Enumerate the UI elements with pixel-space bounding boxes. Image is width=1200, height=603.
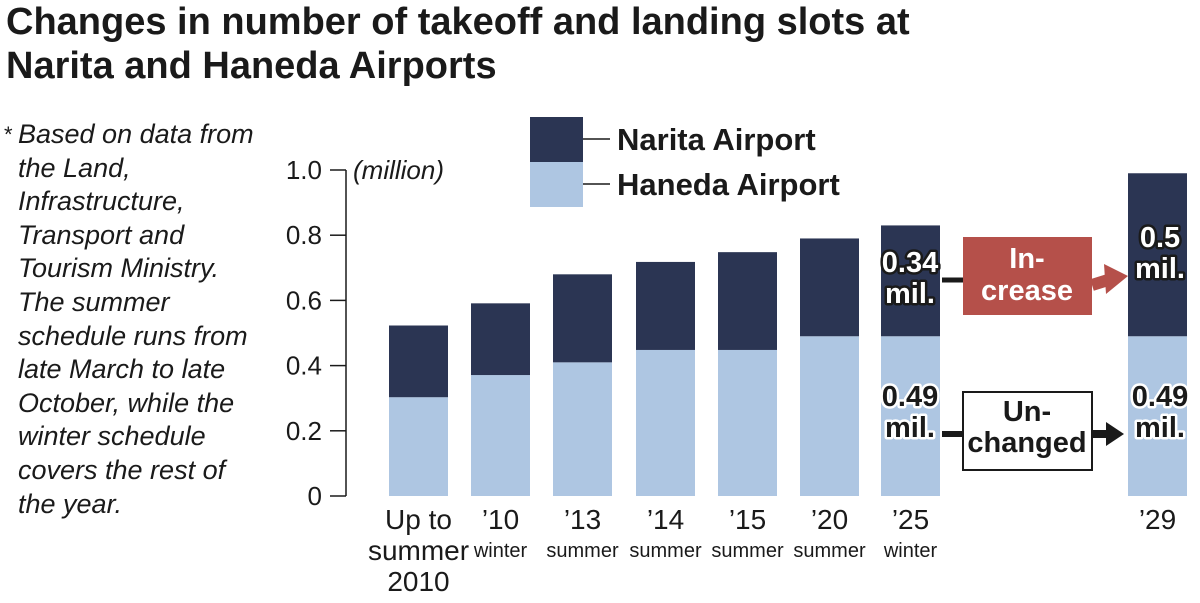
legend-swatch-narita (530, 117, 583, 162)
source-note: * Based on data from the Land, Infrastru… (4, 118, 266, 521)
legend-label-narita: Narita Airport (617, 122, 816, 157)
bar-haneda (800, 336, 859, 496)
y-tick-label: 0 (308, 481, 322, 511)
y-unit-label: (million) (353, 155, 444, 185)
narita-2025-value-label: mil. (885, 278, 935, 310)
increase-label: In- (1009, 243, 1044, 275)
y-tick-label: 0.8 (286, 220, 322, 250)
unchanged-label: changed (967, 427, 1086, 459)
x-tick-label: winter (883, 540, 938, 562)
x-tick-label: ’25 (892, 504, 929, 535)
bar-narita (1128, 173, 1187, 337)
x-tick-label: winter (473, 540, 528, 562)
bar-haneda (881, 336, 940, 496)
haneda-2029-value-label: mil. (1135, 412, 1185, 444)
narita-2025-value-label: 0.34 (882, 247, 938, 279)
bar-narita (553, 274, 612, 363)
y-tick-label: 0.6 (286, 285, 322, 315)
narita-2029-value-label: mil. (1135, 253, 1185, 285)
unchanged-arrow-head (1106, 422, 1124, 446)
bar-narita (389, 325, 448, 398)
bar-narita (800, 238, 859, 337)
haneda-2025-value-label: mil. (885, 412, 935, 444)
x-tick-label: 2010 (387, 566, 449, 597)
bar-narita (881, 225, 940, 337)
y-tick-label: 1.0 (286, 155, 322, 185)
y-tick-label: 0.2 (286, 416, 322, 446)
haneda-2025-value-label: 0.49 (882, 381, 938, 413)
x-tick-label: ’29 (1139, 504, 1176, 535)
x-tick-label: summer (368, 535, 469, 566)
chart-title-line-2: Narita and Haneda Airports (6, 45, 497, 87)
unchanged-label: Un- (1003, 396, 1051, 428)
chart-title-line-1: Changes in number of takeoff and landing… (6, 1, 910, 43)
bar-haneda (553, 362, 612, 496)
note-marker: * (4, 122, 13, 147)
x-tick-label: summer (711, 540, 784, 562)
x-tick-label: ’15 (729, 504, 766, 535)
haneda-2029-value-label: 0.49 (1132, 381, 1188, 413)
x-tick-label: summer (793, 540, 866, 562)
bar-haneda (389, 397, 448, 496)
bar-narita (636, 261, 695, 350)
note-text: Based on data from the Land, Infrastruct… (18, 119, 254, 519)
bar-narita (718, 252, 777, 350)
increase-arrow-head (1104, 264, 1128, 294)
x-tick-label: ’10 (482, 504, 519, 535)
x-tick-label: ’14 (647, 504, 684, 535)
bar-haneda (718, 349, 777, 496)
legend-label-haneda: Haneda Airport (617, 167, 840, 202)
bar-haneda (636, 349, 695, 496)
legend-swatch-haneda (530, 162, 583, 207)
x-tick-label: summer (629, 540, 702, 562)
unchanged-box (962, 391, 1093, 471)
x-tick-label: Up to (385, 504, 452, 535)
increase-box (963, 237, 1092, 315)
bar-haneda (471, 375, 530, 496)
x-tick-label: summer (546, 540, 619, 562)
bar-narita (471, 303, 530, 376)
x-tick-label: ’20 (811, 504, 848, 535)
narita-2029-value-label: 0.5 (1140, 222, 1180, 254)
x-tick-label: ’13 (564, 504, 601, 535)
y-tick-label: 0.4 (286, 351, 322, 381)
chart-title: Changes in number of takeoff and landing… (6, 0, 1156, 88)
increase-label: crease (981, 275, 1073, 307)
bar-haneda (1128, 336, 1187, 496)
